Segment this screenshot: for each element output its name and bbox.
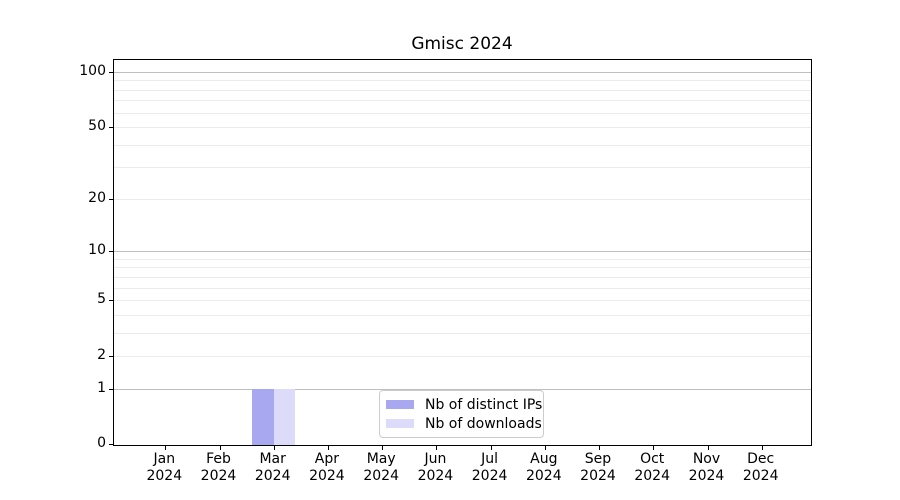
bar-nb-of-downloads[interactable]: [273, 389, 296, 445]
bar-nb-of-distinct-ips[interactable]: [252, 389, 274, 445]
minor-gridline: [114, 144, 811, 146]
x-tick-label: May 2024: [363, 451, 399, 484]
x-tick-label: Apr 2024: [309, 451, 345, 484]
minor-gridline: [114, 276, 811, 278]
legend-label: Nb of distinct IPs: [425, 396, 543, 413]
x-tick-mark: [707, 446, 709, 450]
x-tick-mark: [653, 446, 655, 450]
legend-label: Nb of downloads: [425, 415, 542, 432]
y-tick-mark: [109, 127, 113, 129]
x-tick-label: Nov 2024: [688, 451, 725, 484]
y-tick-mark: [109, 356, 113, 358]
minor-gridline: [114, 198, 811, 200]
minor-gridline: [114, 100, 811, 102]
x-tick-label: Jan 2024: [146, 451, 183, 484]
minor-gridline: [114, 167, 811, 169]
y-tick-mark: [109, 389, 113, 390]
x-tick-label: Jul 2024: [471, 451, 508, 484]
x-tick-mark: [436, 446, 438, 450]
minor-gridline: [114, 300, 811, 302]
minor-gridline: [114, 112, 811, 114]
y-tick-mark: [109, 251, 113, 253]
y-tick-label: 0: [97, 435, 106, 451]
y-tick-label: 20: [88, 189, 106, 206]
minor-gridline: [114, 314, 811, 316]
major-gridline: [114, 389, 811, 390]
major-gridline: [114, 71, 811, 73]
minor-gridline: [114, 258, 811, 260]
y-tick-mark: [109, 300, 113, 302]
y-tick-label: 50: [88, 118, 106, 135]
minor-gridline: [114, 356, 811, 358]
major-gridline: [114, 251, 811, 253]
legend-swatch-nb-of-downloads: [386, 419, 414, 428]
x-tick-mark: [544, 446, 546, 450]
x-tick-mark: [165, 446, 167, 450]
y-tick-label: 1: [97, 380, 106, 396]
legend-item-nb-of-distinct-ips[interactable]: Nb of distinct IPs: [386, 395, 542, 414]
x-tick-mark: [273, 446, 275, 450]
legend-item-nb-of-downloads[interactable]: Nb of downloads: [386, 414, 542, 433]
minor-gridline: [114, 287, 811, 289]
plot-area: [109, 59, 812, 450]
x-tick-label: Mar 2024: [254, 451, 291, 484]
legend: Nb of distinct IPs Nb of downloads: [379, 390, 544, 438]
x-tick-mark: [599, 446, 600, 450]
x-tick-label: Sep 2024: [580, 451, 616, 484]
x-tick-mark: [327, 446, 329, 450]
y-tick-mark: [109, 71, 113, 73]
y-tick-label: 10: [88, 242, 106, 259]
minor-gridline: [114, 267, 811, 269]
x-tick-label: Aug 2024: [525, 451, 562, 484]
x-tick-mark: [219, 446, 221, 450]
x-tick-label: Feb 2024: [200, 451, 237, 484]
x-tick-label: Oct 2024: [634, 451, 670, 484]
x-tick-mark: [382, 446, 384, 450]
minor-gridline: [114, 332, 811, 334]
minor-gridline: [114, 127, 811, 129]
chart-title: Gmisc 2024: [411, 34, 513, 54]
y-tick-label: 5: [97, 291, 106, 308]
minor-gridline: [114, 80, 811, 82]
y-tick-label: 2: [97, 347, 106, 364]
y-tick-label: 100: [79, 62, 106, 79]
x-tick-mark: [490, 446, 492, 450]
x-tick-label: Dec 2024: [742, 451, 779, 484]
x-tick-label: Jun 2024: [417, 451, 454, 484]
y-tick-mark: [109, 444, 113, 445]
x-tick-mark: [761, 446, 763, 450]
y-tick-mark: [109, 198, 113, 200]
minor-gridline: [114, 89, 811, 91]
legend-swatch-nb-of-distinct-ips: [386, 400, 414, 409]
